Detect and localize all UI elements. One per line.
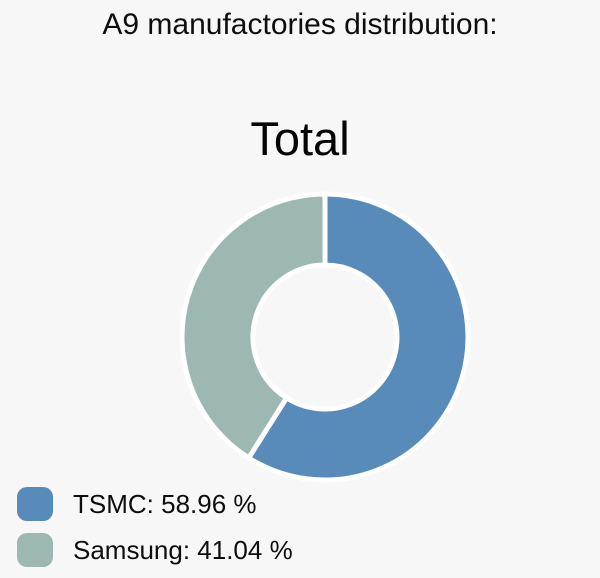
chart-title: Total bbox=[250, 112, 350, 165]
chart-legend: TSMC: 58.96 % Samsung: 41.04 % bbox=[17, 487, 293, 567]
legend-swatch-tsmc bbox=[17, 487, 53, 521]
donut-slice-samsung[interactable] bbox=[179, 191, 328, 461]
legend-swatch-samsung bbox=[17, 533, 53, 567]
legend-item-samsung[interactable]: Samsung: 41.04 % bbox=[17, 533, 293, 567]
page-title: A9 manufactories distribution: bbox=[102, 8, 498, 41]
legend-label-tsmc: TSMC: 58.96 % bbox=[73, 488, 257, 519]
donut-slice-tsmc[interactable] bbox=[246, 191, 471, 483]
legend-item-tsmc[interactable]: TSMC: 58.96 % bbox=[17, 487, 293, 521]
donut-chart bbox=[179, 191, 471, 483]
legend-label-samsung: Samsung: 41.04 % bbox=[73, 534, 293, 565]
